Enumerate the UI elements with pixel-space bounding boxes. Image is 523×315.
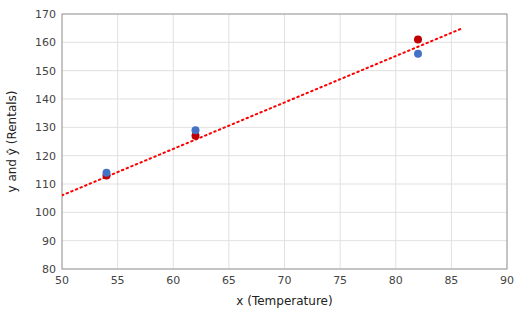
x-grid-line — [173, 14, 174, 269]
y-tick-label: 140 — [35, 93, 56, 106]
x-tick-label: 65 — [222, 274, 236, 287]
regression-line — [62, 28, 463, 195]
x-tick-label: 75 — [333, 274, 347, 287]
plot-frame — [62, 14, 507, 269]
y-tick-label: 170 — [35, 8, 56, 21]
y-grid-line — [62, 42, 507, 43]
y-grid-line — [62, 70, 507, 71]
x-grid-line — [340, 14, 341, 269]
x-tick-label: 85 — [444, 274, 458, 287]
y-tick-label: 80 — [42, 263, 56, 276]
x-tick-label: 90 — [500, 274, 514, 287]
y-grid-line — [62, 212, 507, 213]
x-tick-label: 55 — [111, 274, 125, 287]
y-tick-label: 120 — [35, 150, 56, 163]
grid — [62, 14, 507, 269]
chart: 50 55 60 65 70 75 80 85 90 80 90 100 110 120 130 140 150… — [0, 0, 523, 315]
scatter-point — [414, 36, 422, 44]
x-grid-line — [117, 14, 118, 269]
chart-container: 50 55 60 65 70 75 80 85 90 80 90 100 110 120 130 140 150… — [0, 0, 523, 315]
x-grid-line — [395, 14, 396, 269]
y-axis-title: y and ŷ (Rentals) — [5, 90, 19, 192]
scatter-point — [103, 169, 111, 177]
x-tick-label: 80 — [389, 274, 403, 287]
y-tick-label: 100 — [35, 206, 56, 219]
y-grid-line — [62, 155, 507, 156]
y-tick-label: 110 — [35, 178, 56, 191]
x-tick-label: 50 — [55, 274, 69, 287]
data-marks — [62, 28, 463, 195]
y-tick-label: 90 — [42, 235, 56, 248]
y-grid-line — [62, 184, 507, 185]
y-grid-line — [62, 99, 507, 100]
scatter-point — [414, 50, 422, 58]
x-tick-label: 60 — [166, 274, 180, 287]
y-tick-label: 160 — [35, 36, 56, 49]
y-tick-label: 150 — [35, 65, 56, 78]
scatter-point — [192, 126, 200, 134]
plot-background — [62, 14, 507, 269]
y-grid-line — [62, 240, 507, 241]
x-grid-line — [451, 14, 452, 269]
y-grid-line — [62, 127, 507, 128]
x-axis-title: x (Temperature) — [236, 294, 332, 308]
x-tick-label: 70 — [278, 274, 292, 287]
x-grid-line — [228, 14, 229, 269]
axes: 50 55 60 65 70 75 80 85 90 80 90 100 110 120 130 140 150… — [35, 8, 514, 287]
y-tick-label: 130 — [35, 121, 56, 134]
x-grid-line — [284, 14, 285, 269]
